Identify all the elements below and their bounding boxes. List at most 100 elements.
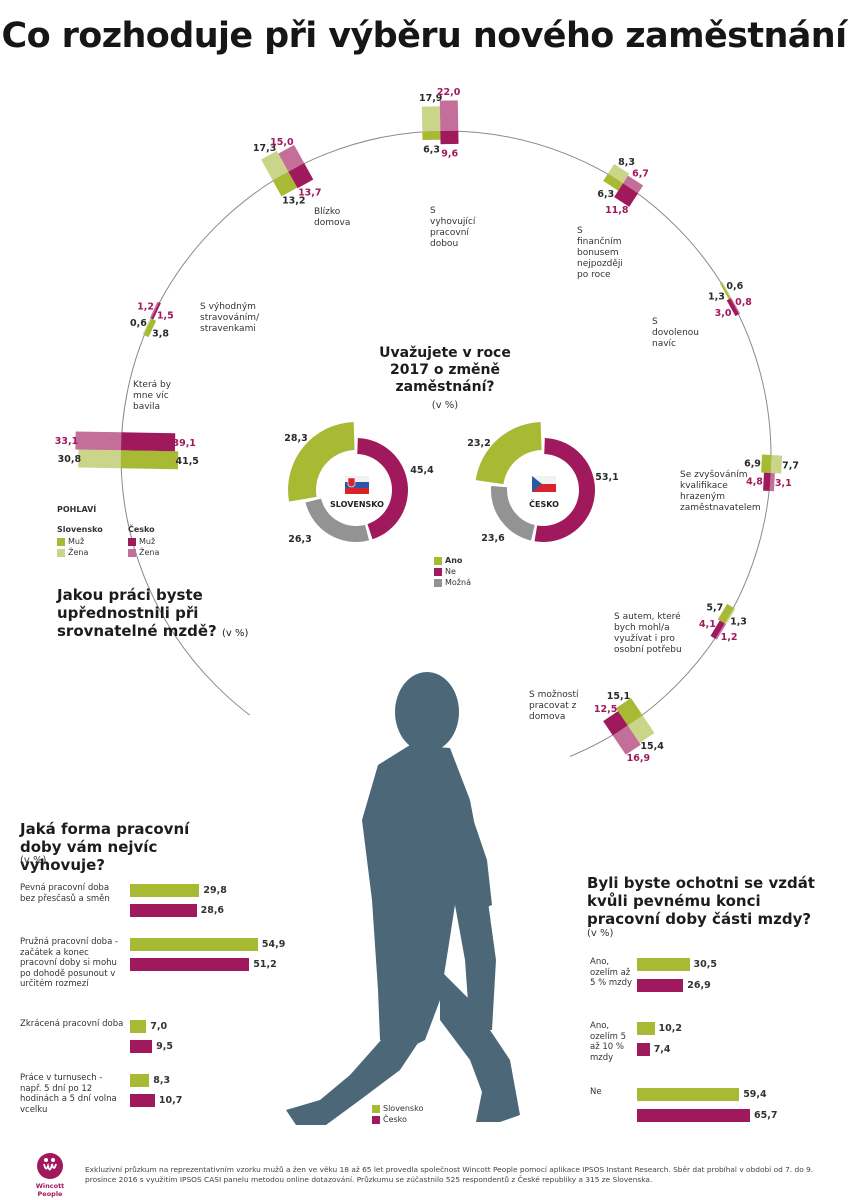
radial-bar-group: [603, 698, 655, 755]
radial-bar-cz-muz: [614, 183, 639, 207]
radial-category-label-4: S finančním bonusem nejpozději po roce: [577, 226, 623, 280]
bar-cesko: [130, 1094, 155, 1107]
radial-category-label-8: S možností pracovat z domova: [529, 690, 579, 722]
radial-bar-cz-muz: [151, 302, 161, 320]
radial-value-label: 4,8: [746, 477, 763, 488]
radial-value-label: 13,7: [298, 187, 321, 198]
hours-legend-cz: Česko: [372, 1114, 423, 1125]
radial-value-label: 1,5: [157, 311, 174, 322]
bar-slovensko: [130, 884, 200, 897]
donut-segment-mozna: [305, 498, 370, 542]
radial-bar-sk-zena: [261, 150, 289, 181]
bar-cesko: [637, 1109, 750, 1122]
legend-swatch-sk-zena: [57, 548, 65, 557]
radial-bar-sk-muz: [720, 282, 731, 300]
radial-bar-sk-zena: [421, 106, 441, 132]
radial-value-label: 6,7: [632, 169, 649, 180]
radial-bar-cz-zena: [75, 431, 122, 451]
legend-swatch-mozna: [434, 578, 442, 587]
donut-value-label: 45,4: [410, 465, 434, 476]
radial-value-label: 6,3: [423, 144, 440, 155]
donut-legend: Ano Ne Možná: [434, 555, 471, 588]
bar-cesko: [637, 979, 684, 992]
radial-bar-cz-muz: [288, 162, 314, 189]
radial-bar-sk-muz: [717, 603, 734, 624]
salary-unit: (v %): [587, 928, 614, 939]
bar-slovensko: [130, 1074, 150, 1087]
legend-cz-muz: Muž: [128, 537, 155, 546]
radial-value-label: 16,9: [627, 753, 650, 764]
radial-bar-cz-muz: [763, 472, 771, 491]
bar-category-label: Práce v turnusech - např. 5 dní po 12 ho…: [20, 1073, 117, 1115]
legend-title: POHLAVÍ: [57, 505, 97, 514]
legend-text: Česko: [383, 1115, 407, 1124]
bar-slovensko: [130, 938, 258, 951]
radial-bar-sk-zena: [627, 715, 655, 744]
bar-value-label: 10,7: [158, 1095, 183, 1106]
page-title: Co rozhoduje při výběru nového zaměstnán…: [1, 16, 848, 56]
radial-value-label: 4,1: [699, 619, 716, 630]
donut-legend-ano: Ano: [434, 555, 471, 566]
legend-text: Žena: [139, 548, 160, 557]
radial-value-label: 22,0: [437, 87, 461, 98]
bar-value-label: 54,9: [261, 939, 286, 950]
silhouette-leg-back: [286, 1030, 420, 1125]
bar-value-label: 30,5: [693, 959, 717, 970]
radial-bar-sk-muz: [761, 454, 772, 473]
donut-value-label: 53,1: [595, 472, 618, 483]
radial-value-label: 1,3: [708, 291, 725, 302]
footer-text: Exkluzivní průzkum na reprezentativním v…: [85, 1165, 814, 1184]
radial-value-label: 1,3: [730, 617, 747, 628]
radial-bar-cz-muz: [440, 130, 459, 145]
bar-value-label: 26,9: [687, 980, 711, 991]
legend-swatch-ano: [434, 556, 442, 565]
radial-bar-sk-zena: [770, 455, 783, 474]
radial-value-label: 3,0: [715, 308, 732, 319]
radial-bar-group: [142, 301, 161, 338]
radial-bar-group: [710, 603, 736, 640]
legend-swatch-sk: [372, 1104, 380, 1113]
donut-value-label: 28,3: [284, 433, 307, 444]
legend-text: Možná: [445, 578, 471, 587]
radial-bar-cz-muz: [726, 298, 740, 317]
radial-value-label: 17,9: [419, 93, 442, 104]
radial-value-label: 3,8: [152, 328, 169, 339]
radial-value-label: 13,2: [282, 195, 305, 206]
radial-value-label: 17,3: [253, 143, 276, 154]
donut-segment-ano: [287, 422, 355, 502]
donut-legend-ne: Ne: [434, 566, 471, 577]
legend-swatch-sk-muz: [57, 537, 65, 546]
donut-segment-ne: [534, 438, 595, 542]
radial-bar-sk-zena: [607, 163, 630, 184]
legend-text: Ano: [445, 556, 463, 565]
radial-bar-sk-zena: [721, 282, 732, 299]
radial-question: Jakou práci byste upřednostnili při srov…: [57, 586, 257, 643]
donut-value-label: 23,2: [467, 438, 490, 449]
radial-value-label: 7,7: [782, 461, 799, 472]
bar-category-label: Ne: [590, 1087, 602, 1097]
donut-value-label: 26,3: [288, 534, 311, 545]
radial-value-label: 0,6: [130, 318, 147, 329]
radial-bar-cz-muz: [121, 432, 176, 452]
radial-value-label: 11,8: [605, 205, 629, 216]
radial-bar-cz-zena: [278, 144, 305, 172]
legend-text: Žena: [68, 548, 89, 557]
legend-text: Muž: [68, 537, 85, 546]
legend-swatch-cz: [372, 1115, 380, 1124]
wincott-logo-icon: [37, 1153, 63, 1179]
radial-bar-sk-zena: [78, 449, 121, 469]
hours-legend: Slovensko Česko: [372, 1103, 423, 1125]
bar-category-label: Ano, ozelím až 5 % mzdy: [590, 957, 633, 988]
donut-segment-mozna: [491, 486, 535, 541]
donut-legend-mozna: Možná: [434, 577, 471, 588]
hours-unit: (v %): [20, 855, 47, 866]
radial-value-label: 15,4: [640, 741, 664, 752]
radial-bar-sk-muz: [603, 173, 623, 191]
bar-value-label: 29,8: [203, 885, 227, 896]
bar-slovensko: [130, 1020, 147, 1033]
radial-bar-sk-zena: [724, 607, 736, 625]
radial-value-label: 12,5: [594, 704, 617, 715]
bar-value-label: 10,2: [658, 1023, 682, 1034]
radial-value-label: 5,7: [706, 603, 723, 614]
